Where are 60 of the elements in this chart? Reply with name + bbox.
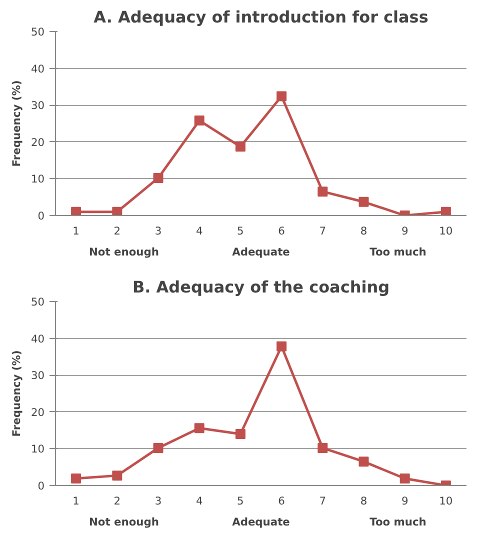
y-tick-label: 10 (30, 442, 45, 456)
x-tick-label: 6 (278, 224, 286, 238)
y-axis-title: Frequency (%) (10, 80, 23, 167)
y-tick-label: 10 (30, 172, 45, 186)
y-tick-label: 50 (30, 296, 45, 308)
point (194, 423, 204, 434)
text: Not enough (89, 246, 159, 258)
y-tick-label: 40 (30, 62, 45, 76)
point (153, 442, 164, 453)
x-tick-label: 1 (72, 224, 80, 238)
x-tick-label: 3 (154, 224, 162, 238)
x-tick-label: 1 (72, 494, 80, 508)
text: Adequate (232, 516, 290, 528)
y-tick-label: 40 (30, 332, 45, 346)
x-tick-label: 8 (360, 224, 368, 238)
x-tick-label: 5 (237, 494, 244, 508)
point (235, 142, 246, 152)
point (358, 456, 369, 467)
chart-title: A. Adequacy of introduction for class (94, 8, 428, 26)
x-tick-label: 10 (439, 494, 453, 508)
x-tick-label: 4 (196, 224, 203, 238)
point (194, 116, 204, 126)
text: Too much (370, 246, 426, 258)
x-tick-label: 5 (237, 224, 244, 238)
x-tick-label: 7 (319, 494, 326, 508)
y-axis-title: Frequency (%) (10, 350, 23, 437)
y-tick-label: 30 (30, 99, 45, 112)
chart-title: B. Adequacy of the coaching (132, 278, 390, 296)
y-tick-label: 0 (38, 210, 45, 222)
text: Not enough (89, 516, 159, 528)
y-tick-label: 0 (38, 480, 45, 492)
x-tick-label: 6 (278, 494, 286, 508)
x-tick-label: 10 (439, 224, 453, 238)
x-tick-label: 7 (319, 224, 326, 238)
point (276, 341, 287, 352)
x-tick-label: 9 (401, 224, 408, 238)
x-tick-label: 2 (114, 494, 121, 508)
y-tick-label: 20 (30, 136, 45, 149)
point (112, 470, 122, 481)
point (71, 206, 82, 216)
point (358, 196, 369, 207)
x-tick-label: 2 (114, 224, 121, 238)
point (440, 206, 451, 216)
point (153, 172, 164, 183)
point (318, 442, 328, 453)
x-tick-label: 4 (196, 494, 203, 508)
text: Adequate (232, 246, 290, 258)
point (112, 206, 122, 216)
point (400, 474, 410, 484)
point (276, 91, 287, 102)
point (318, 186, 328, 197)
point (235, 428, 246, 439)
x-tick-label: 8 (360, 494, 368, 508)
y-tick-label: 20 (30, 406, 45, 419)
y-tick-label: 30 (30, 369, 45, 382)
x-tick-label: 3 (154, 494, 162, 508)
x-tick-label: 9 (401, 494, 408, 508)
text: Too much (370, 516, 426, 528)
y-tick-label: 50 (30, 26, 45, 38)
point (71, 474, 82, 484)
